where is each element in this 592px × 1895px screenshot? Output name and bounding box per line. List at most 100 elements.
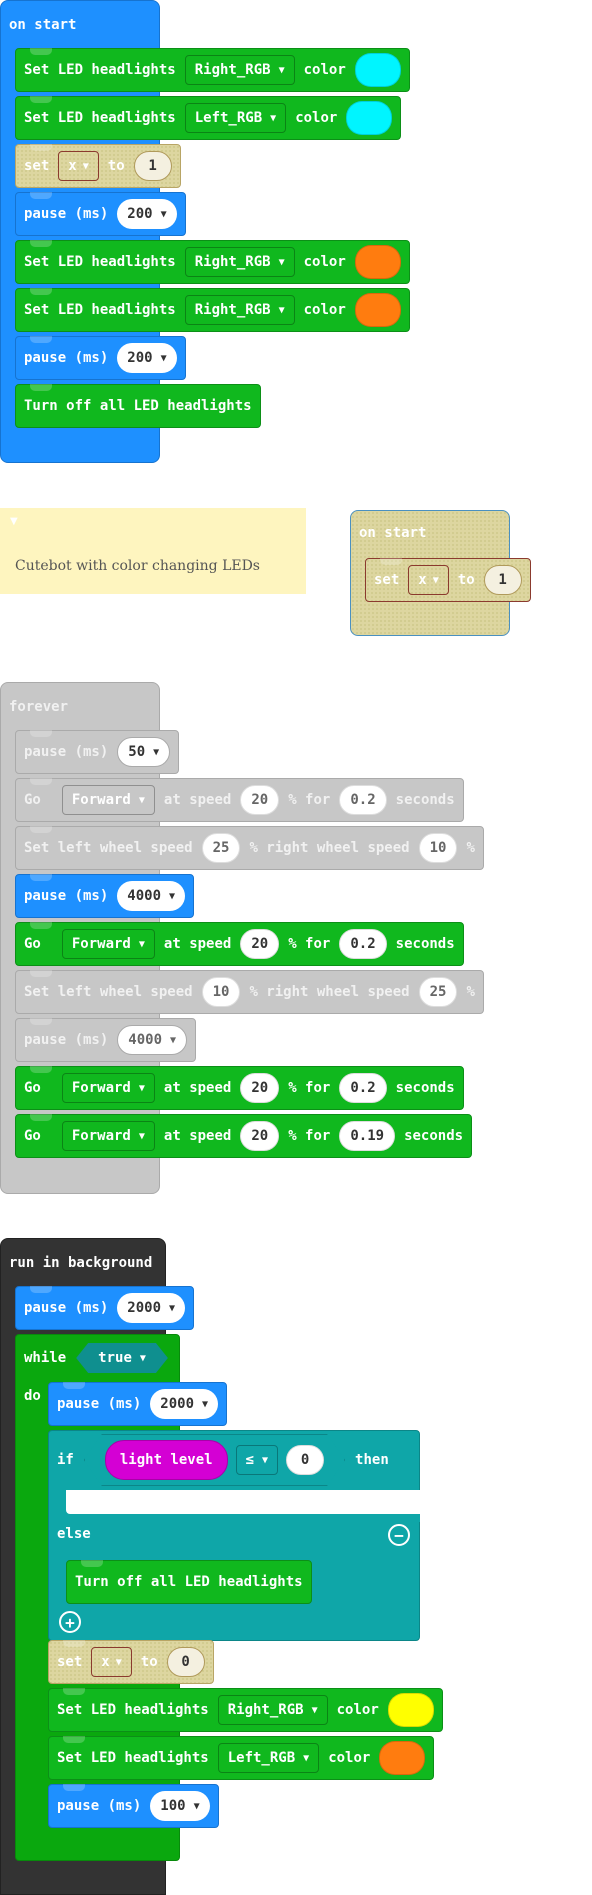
color-swatch[interactable] [354, 245, 401, 279]
direction-dropdown[interactable]: Forward ▼ [61, 929, 155, 959]
threshold-input[interactable]: 0 [286, 1445, 324, 1475]
pause-block[interactable]: pause (ms) 200 ▼ [15, 336, 186, 380]
pause-value-dropdown[interactable]: 4000 ▼ [117, 1025, 188, 1055]
pause-value-dropdown[interactable]: 2000 ▼ [150, 1389, 219, 1419]
comparison-block[interactable]: light level ≤ ▼ 0 [84, 1434, 345, 1486]
color-swatch[interactable] [354, 53, 401, 87]
direction-dropdown[interactable]: Forward ▼ [61, 785, 155, 815]
left-wheel-label: Set left wheel speed [24, 840, 193, 856]
if-header: if light level ≤ ▼ 0 then [48, 1430, 389, 1490]
block-label: Set LED headlights [24, 110, 176, 126]
led-target-dropdown[interactable]: Right_RGB ▼ [184, 55, 295, 85]
empty-then-slot[interactable] [66, 1490, 420, 1514]
pause-value-dropdown[interactable]: 100 ▼ [150, 1791, 210, 1821]
go-block[interactable]: Go Forward ▼ at speed 20 % for 0.19 secon… [15, 1114, 473, 1158]
time-input[interactable]: 0.2 [339, 785, 387, 815]
go-label: Go [24, 1080, 41, 1096]
color-swatch[interactable] [346, 101, 393, 135]
value-input[interactable]: 0 [166, 1647, 205, 1677]
variable-dropdown[interactable]: x ▼ [58, 151, 99, 181]
then-label: then [355, 1452, 389, 1468]
go-block[interactable]: Go Forward ▼ at speed 20 % for 0.2 second… [15, 1066, 464, 1110]
go-block[interactable]: Go Forward ▼ at speed 20 % for 0.2 second… [15, 778, 464, 822]
time-input[interactable]: 0.2 [339, 929, 387, 959]
time-input[interactable]: 0.19 [339, 1121, 396, 1151]
led-target-dropdown[interactable]: Left_RGB ▼ [217, 1743, 320, 1773]
set-led-block[interactable]: Set LED headlights Right_RGB ▼ color [15, 288, 410, 332]
percent-label: % [466, 840, 475, 856]
pause-block[interactable]: pause (ms) 4000 ▼ [15, 1018, 197, 1062]
pause-value-dropdown[interactable]: 50 ▼ [117, 737, 171, 767]
minus-circle-icon[interactable]: − [388, 1524, 410, 1546]
variable-dropdown[interactable]: x ▼ [91, 1647, 132, 1677]
right-speed-input[interactable]: 25 [418, 977, 458, 1007]
left-speed-input[interactable]: 25 [201, 833, 241, 863]
speed-input[interactable]: 20 [240, 1121, 280, 1151]
color-label: color [303, 254, 346, 270]
condition-dropdown[interactable]: true ▼ [76, 1343, 168, 1373]
pause-value-dropdown[interactable]: 200 ▼ [117, 199, 177, 229]
pause-value-dropdown[interactable]: 200 ▼ [117, 343, 177, 373]
speed-input[interactable]: 20 [240, 929, 280, 959]
light-level-block[interactable]: light level [105, 1440, 228, 1480]
set-led-block[interactable]: Set LED headlights Left_RGB ▼ color [15, 96, 402, 140]
right-speed-input[interactable]: 10 [418, 833, 458, 863]
block-label: Set LED headlights [24, 254, 176, 270]
left-speed-input[interactable]: 10 [201, 977, 241, 1007]
direction-dropdown[interactable]: Forward ▼ [61, 1073, 155, 1103]
pause-block[interactable]: pause (ms) 100 ▼ [48, 1784, 219, 1828]
set-led-block[interactable]: Set LED headlights Right_RGB ▼ color [48, 1688, 443, 1732]
led-target-dropdown[interactable]: Right_RGB ▼ [184, 247, 295, 277]
caret-icon: ▼ [278, 64, 285, 76]
go-label: Go [24, 936, 41, 952]
on-start-label: on start [359, 525, 427, 541]
pause-value-dropdown[interactable]: 4000 ▼ [117, 881, 186, 911]
color-swatch[interactable] [379, 1741, 426, 1775]
pause-block[interactable]: pause (ms) 2000 ▼ [15, 1286, 195, 1330]
pause-block[interactable]: pause (ms) 2000 ▼ [48, 1382, 228, 1426]
direction-dropdown[interactable]: Forward ▼ [61, 1121, 155, 1151]
caret-icon: ▼ [432, 574, 439, 586]
to-label: to [457, 572, 475, 588]
set-led-block[interactable]: Set LED headlights Right_RGB ▼ color [15, 240, 410, 284]
led-target-dropdown[interactable]: Right_RGB ▼ [217, 1695, 328, 1725]
set-variable-block[interactable]: set x ▼ to 1 [15, 144, 181, 188]
operator-dropdown[interactable]: ≤ ▼ [236, 1445, 278, 1475]
time-input[interactable]: 0.2 [339, 1073, 387, 1103]
percent-for-label: % for [288, 1080, 331, 1096]
pause-block[interactable]: pause (ms) 50 ▼ [15, 730, 180, 774]
pause-value-dropdown[interactable]: 2000 ▼ [117, 1293, 186, 1323]
variable-dropdown[interactable]: x ▼ [408, 565, 449, 595]
percent-label: % [466, 984, 475, 1000]
run-in-background-label: run in background [9, 1255, 153, 1271]
go-block[interactable]: Go Forward ▼ at speed 20 % for 0.2 second… [15, 922, 464, 966]
caret-icon: ▼ [138, 1130, 145, 1142]
value-input[interactable]: 1 [483, 565, 522, 595]
workspace-comment[interactable]: ▼ Cutebot with color changing LEDs [0, 508, 306, 594]
turn-off-leds-block[interactable]: Turn off all LED headlights [15, 384, 261, 428]
seconds-label: seconds [404, 1128, 464, 1144]
speed-input[interactable]: 20 [240, 1073, 280, 1103]
set-led-block[interactable]: Set LED headlights Left_RGB ▼ color [48, 1736, 435, 1780]
plus-circle-icon[interactable]: + [59, 1611, 81, 1633]
color-label: color [328, 1750, 371, 1766]
caret-icon: ▼ [278, 304, 285, 316]
value-input[interactable]: 1 [133, 151, 172, 181]
if-label: if [57, 1452, 74, 1468]
led-target-dropdown[interactable]: Right_RGB ▼ [184, 295, 295, 325]
pause-block[interactable]: pause (ms) 4000 ▼ [15, 874, 195, 918]
set-variable-block[interactable]: set x ▼ to 0 [48, 1640, 214, 1684]
set-led-block[interactable]: Set LED headlights Right_RGB ▼ color [15, 48, 410, 92]
wheel-speed-block[interactable]: Set left wheel speed 10 % right wheel sp… [15, 970, 484, 1014]
block-label: Turn off all LED headlights [75, 1574, 303, 1590]
chevron-down-icon[interactable]: ▼ [10, 516, 18, 527]
color-swatch[interactable] [387, 1693, 434, 1727]
color-swatch[interactable] [354, 293, 401, 327]
pause-block[interactable]: pause (ms) 200 ▼ [15, 192, 186, 236]
turn-off-leds-block[interactable]: Turn off all LED headlights [66, 1560, 312, 1604]
led-target-dropdown[interactable]: Left_RGB ▼ [184, 103, 287, 133]
set-variable-block[interactable]: set x ▼ to 1 [365, 558, 531, 602]
speed-input[interactable]: 20 [240, 785, 280, 815]
wheel-speed-block[interactable]: Set left wheel speed 25 % right wheel sp… [15, 826, 484, 870]
caret-icon: ▼ [160, 352, 167, 364]
